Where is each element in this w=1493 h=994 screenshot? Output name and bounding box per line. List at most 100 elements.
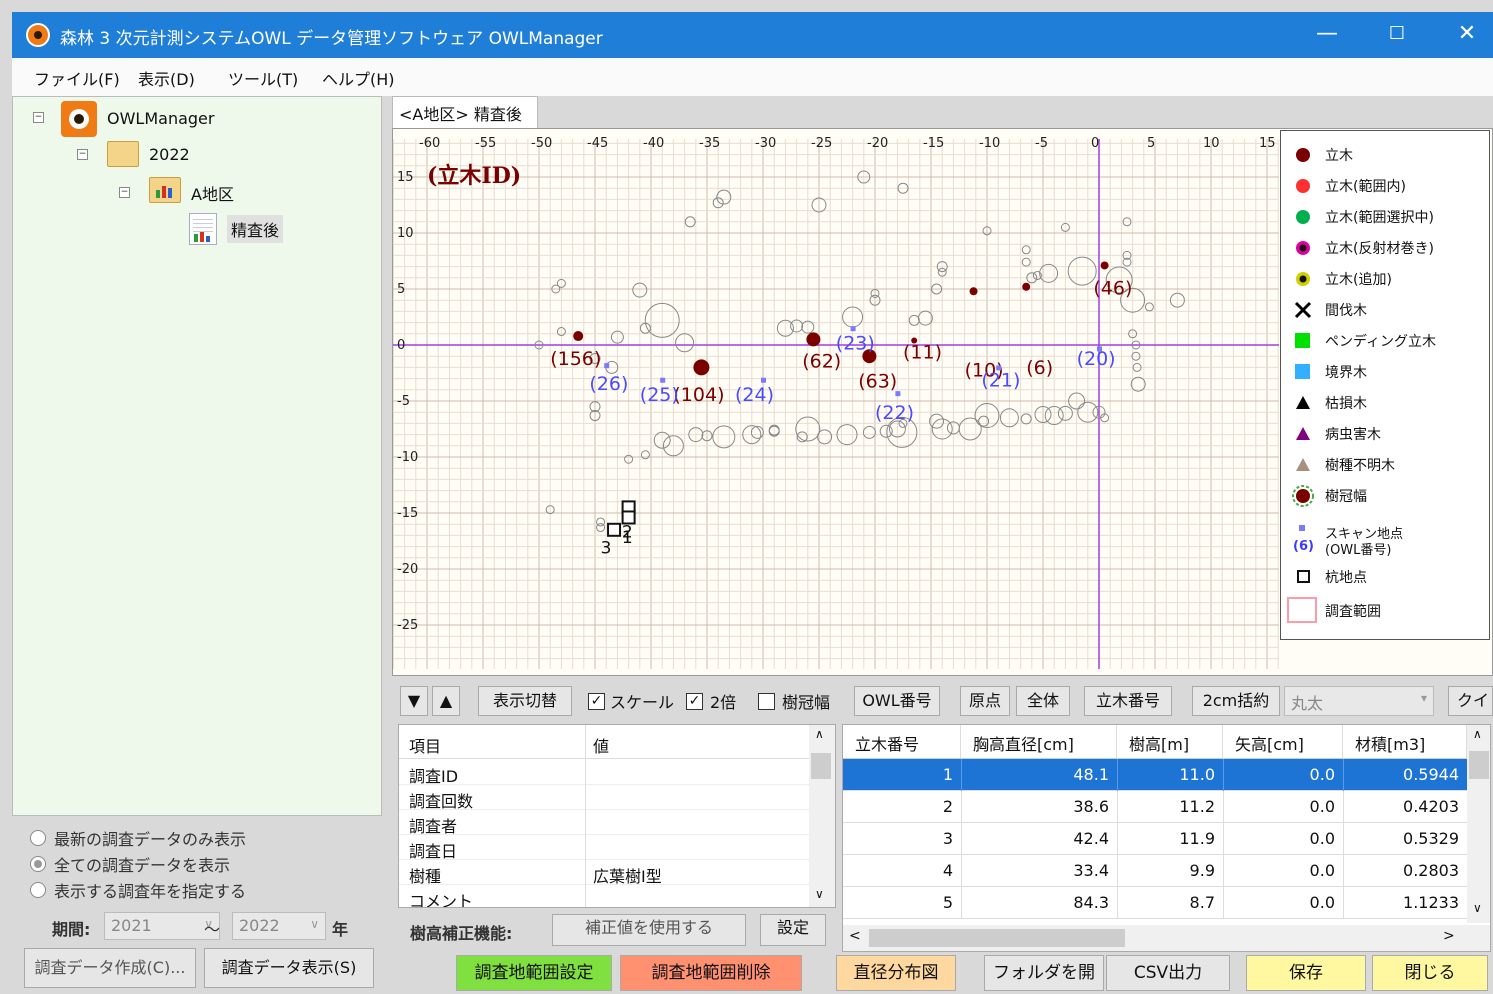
- trunk-circle: [857, 170, 871, 184]
- legend-stake-label: 杭地点: [1325, 570, 1367, 586]
- scan-point: [761, 377, 766, 383]
- table-cell: 0.0: [1309, 765, 1335, 784]
- tree-survey-label[interactable]: 精査後: [227, 215, 284, 243]
- chevron-up-icon[interactable]: ∧: [815, 727, 824, 741]
- chevron-up-icon[interactable]: ∧: [1473, 727, 1482, 741]
- props-row[interactable]: 調査ID: [399, 761, 809, 786]
- props-row[interactable]: コメント: [399, 886, 809, 907]
- area-folder-icon: [149, 177, 181, 203]
- table-cell: 33.4: [1073, 861, 1109, 880]
- props-row[interactable]: 樹種 広葉樹Ⅰ型: [399, 861, 809, 886]
- trunk-circle: [624, 454, 634, 464]
- chevron-right-icon[interactable]: >: [1443, 928, 1455, 944]
- trunk-circle: [999, 408, 1019, 428]
- table-header-cell[interactable]: 材積[m3]: [1343, 725, 1467, 759]
- table-header-cell[interactable]: 胸高直径[cm]: [961, 725, 1117, 759]
- table-row[interactable]: 3 42.4 11.9 0.0 0.5329: [843, 823, 1467, 855]
- table-header-cell[interactable]: 樹高[m]: [1117, 725, 1223, 759]
- origin-button[interactable]: 原点: [960, 686, 1010, 716]
- delete-area-button[interactable]: 調査地範囲削除: [620, 955, 802, 991]
- table-row[interactable]: 2 38.6 11.2 0.0 0.4203: [843, 791, 1467, 823]
- owl-number-button[interactable]: OWL番号: [854, 686, 940, 716]
- trunk-circle: [946, 421, 960, 435]
- period-to-select[interactable]: 2022 ∨: [232, 912, 326, 940]
- trunk-circle: [644, 302, 680, 338]
- props-header-value: 値: [593, 737, 610, 756]
- radio-latest[interactable]: [30, 830, 46, 846]
- fit-all-button[interactable]: 全体: [1016, 686, 1070, 716]
- table-hscroll[interactable]: < >: [843, 925, 1490, 951]
- period-from-select[interactable]: 2021 ∨: [104, 912, 220, 940]
- crown-checkbox[interactable]: [758, 693, 775, 710]
- correction-settings-button[interactable]: 設定: [760, 914, 826, 946]
- diameter-distribution-button[interactable]: 直径分布図: [836, 955, 956, 991]
- csv-export-button[interactable]: CSV出力: [1106, 955, 1230, 991]
- table-cell: 42.4: [1073, 829, 1109, 848]
- table-header-cell[interactable]: 矢高[cm]: [1223, 725, 1343, 759]
- table-cell: 2: [942, 797, 953, 816]
- trunk-circle: [1144, 302, 1154, 312]
- x-tick-label: 10: [1203, 136, 1220, 151]
- chevron-down-icon[interactable]: ∨: [1473, 901, 1482, 915]
- minimize-button[interactable]: —: [1316, 21, 1338, 46]
- open-folder-button[interactable]: フォルダを開く: [984, 955, 1104, 991]
- collapse-area-icon[interactable]: −: [119, 187, 130, 198]
- trunk-circle: [978, 415, 990, 427]
- radio-year[interactable]: [30, 882, 46, 898]
- trunk-circle: [929, 413, 945, 429]
- quick-button[interactable]: クイック: [1448, 686, 1493, 716]
- bulk-2cm-button[interactable]: 2cm括約: [1192, 686, 1280, 716]
- tree-table: 立木番号 胸高直径[cm] 樹高[m] 矢高[cm] 材積[m3] 1 48.1 11.0 0…: [842, 724, 1491, 952]
- close-button[interactable]: ✕: [1457, 21, 1477, 46]
- maximize-button[interactable]: ☐: [1388, 23, 1406, 44]
- table-row[interactable]: 1 48.1 11.0 0.0 0.5944: [843, 759, 1467, 791]
- owl-id-label: (22): [875, 402, 914, 424]
- table-row[interactable]: 4 33.4 9.9 0.0 0.2803: [843, 855, 1467, 887]
- menu-bar: ファイル(F) 表示(D) ツール(T) ヘルプ(H): [12, 58, 1493, 96]
- radio-all[interactable]: [30, 856, 46, 872]
- trunk-circle: [790, 319, 804, 333]
- menu-view[interactable]: 表示(D): [138, 70, 195, 89]
- props-row[interactable]: 調査者: [399, 811, 809, 836]
- props-row[interactable]: 調査回数: [399, 786, 809, 811]
- table-row[interactable]: 5 84.3 8.7 0.0 1.1233: [843, 887, 1467, 919]
- tree-root-label[interactable]: OWLManager: [107, 109, 215, 128]
- props-row[interactable]: 調査日: [399, 836, 809, 861]
- tree-map-plot[interactable]: -60 -55 -50 -45 -40 -35 -30 -25 -20 -15 -10 -5 0 5 10 1…: [393, 129, 1492, 675]
- show-survey-button[interactable]: 調査データ表示(S): [204, 948, 374, 988]
- tree-area-label[interactable]: A地区: [191, 185, 234, 204]
- trunk-circle: [1021, 257, 1031, 267]
- toggle-display-button[interactable]: 表示切替: [478, 686, 572, 716]
- chevron-down-icon[interactable]: ∨: [815, 887, 824, 901]
- use-correction-button[interactable]: 補正値を使用する: [552, 914, 746, 946]
- table-header-cell[interactable]: 立木番号: [843, 725, 961, 759]
- props-scrollbar[interactable]: ∧ ∨: [809, 725, 835, 907]
- save-button[interactable]: 保存: [1246, 955, 1366, 991]
- menu-help[interactable]: ヘルプ(H): [322, 70, 395, 89]
- table-vscroll[interactable]: ∧ ∨: [1467, 725, 1490, 923]
- chevron-left-icon[interactable]: <: [849, 928, 861, 944]
- table-cell: 1.1233: [1403, 893, 1459, 912]
- trunk-circle: [684, 216, 696, 228]
- scroll-up-button[interactable]: ▲: [432, 686, 460, 716]
- set-area-button[interactable]: 調査地範囲設定: [456, 955, 612, 991]
- owl-id-label: (26): [589, 373, 628, 395]
- menu-tools[interactable]: ツール(T): [228, 70, 299, 89]
- create-survey-button[interactable]: 調査データ作成(C)...: [24, 948, 196, 988]
- trunk-circle: [688, 427, 704, 443]
- legend-label: 間伐木: [1325, 303, 1367, 319]
- double-checkbox[interactable]: ✓: [686, 693, 703, 710]
- collapse-root-icon[interactable]: −: [33, 112, 44, 123]
- scale-checkbox[interactable]: ✓: [588, 693, 605, 710]
- scroll-down-button[interactable]: ▼: [400, 686, 428, 716]
- shape-select[interactable]: 丸太 ▾: [1284, 686, 1434, 716]
- tree-number-button[interactable]: 立木番号: [1084, 686, 1172, 716]
- trunk-circle: [937, 267, 947, 277]
- menu-file[interactable]: ファイル(F): [34, 70, 120, 89]
- tree-dot: [969, 287, 978, 296]
- close-window-button[interactable]: 閉じる: [1372, 955, 1488, 991]
- collapse-year-icon[interactable]: −: [77, 149, 88, 160]
- tree-year-label[interactable]: 2022: [149, 145, 190, 164]
- tab-survey[interactable]: <A地区> 精査後: [392, 96, 538, 128]
- stake-point: [621, 510, 636, 525]
